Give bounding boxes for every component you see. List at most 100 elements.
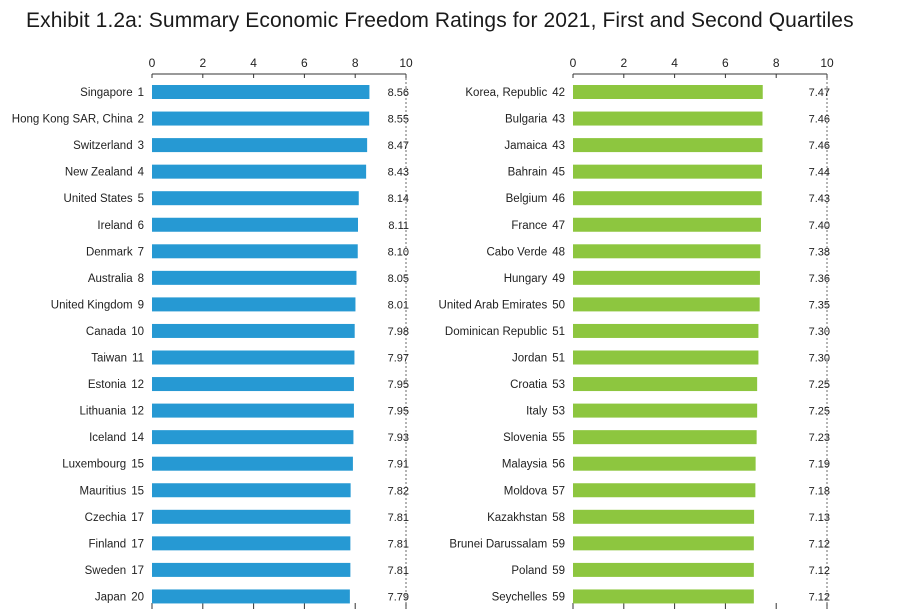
value-label-right: 7.25 [809,379,830,391]
value-label-left: 8.56 [388,87,409,99]
country-name: Jordan [512,353,547,365]
bar-right [573,562,754,577]
rank-number: 43 [552,140,565,152]
value-label-right: 7.12 [809,565,830,577]
rank-number: 7 [138,246,144,258]
x-tick-label-right: 10 [820,56,834,70]
value-label-right: 7.46 [809,114,830,126]
rank-number: 46 [552,193,565,205]
rank-number: 17 [131,512,144,524]
country-name: Czechia [85,512,127,524]
country-name: Sweden [85,565,127,577]
chart-title: Exhibit 1.2a: Summary Economic Freedom R… [26,9,854,32]
row-label-left: Ireland 6 [97,220,144,232]
rank-number: 8 [138,273,144,285]
x-tick-label-left: 0 [149,56,156,70]
rank-number: 17 [131,565,144,577]
value-label-left: 8.01 [388,299,409,311]
rank-number: 58 [552,512,565,524]
bar-left [152,589,350,604]
bar-right [573,350,759,365]
bar-right [573,270,760,285]
x-tick-label-right: 8 [773,56,780,70]
rank-number: 4 [138,167,145,179]
rank-number: 12 [131,379,144,391]
row-label-right: Malaysia 56 [502,459,565,471]
bar-right [573,164,762,179]
row-label-left: Finland 17 [88,538,144,550]
country-name: Korea, Republic [465,87,547,99]
rank-number: 42 [552,87,565,99]
country-name: Moldova [504,485,548,497]
row-label-right: Moldova 57 [504,485,565,497]
row-label-left: Mauritius 15 [80,485,144,497]
rank-number: 47 [552,220,565,232]
rank-number: 55 [552,432,565,444]
rank-number: 1 [138,87,144,99]
bar-right [573,111,763,126]
value-label-left: 7.93 [388,432,409,444]
rank-number: 59 [552,565,565,577]
country-name: Iceland [89,432,126,444]
value-label-left: 8.05 [388,273,409,285]
country-name: Jamaica [504,140,547,152]
rank-number: 17 [131,538,144,550]
country-name: Estonia [88,379,127,391]
rank-number: 49 [552,273,565,285]
row-label-left: Switzerland 3 [73,140,144,152]
row-label-right: Croatia 53 [510,379,565,391]
row-label-right: United Arab Emirates 50 [439,299,565,311]
country-name: France [511,220,547,232]
rank-number: 2 [138,114,144,126]
row-label-left: Australia 8 [88,273,144,285]
row-label-left: Hong Kong SAR, China 2 [12,114,144,126]
bar-left [152,562,351,577]
x-tick-label-right: 6 [722,56,729,70]
x-tick-label-left: 2 [199,56,206,70]
bar-right [573,509,755,524]
row-label-right: Jordan 51 [512,353,565,365]
rank-number: 59 [552,538,565,550]
bar-right [573,456,756,471]
x-tick-label-left: 8 [352,56,359,70]
value-label-left: 8.47 [388,140,409,152]
country-name: Lithuania [80,406,127,418]
bar-left [152,377,354,392]
value-label-right: 7.13 [809,512,830,524]
x-tick-label-left: 4 [250,56,257,70]
row-label-right: Slovenia 55 [503,432,565,444]
value-label-left: 8.10 [388,246,409,258]
row-label-left: United States 5 [64,193,144,205]
bar-right [573,323,759,338]
rank-number: 43 [552,114,565,126]
rank-number: 51 [552,353,565,365]
country-name: Australia [88,273,133,285]
rank-number: 6 [138,220,144,232]
row-label-left: Taiwan 11 [91,353,144,365]
value-label-left: 7.95 [388,379,409,391]
bar-right [573,217,761,232]
value-label-right: 7.43 [809,193,830,205]
rank-number: 56 [552,459,565,471]
value-label-left: 7.82 [388,485,409,497]
value-label-right: 7.30 [809,353,830,365]
bar-right [573,138,763,153]
bar-right [573,536,754,551]
country-name: Italy [526,406,547,418]
rank-number: 15 [131,459,144,471]
country-name: Hungary [504,273,548,285]
bar-right [573,430,757,445]
bar-left [152,111,370,126]
rank-number: 10 [131,326,144,338]
rank-number: 59 [552,591,565,603]
rank-number: 50 [552,299,565,311]
country-name: Cabo Verde [486,246,547,258]
value-label-left: 7.79 [388,591,409,603]
country-name: Finland [88,538,126,550]
country-name: Kazakhstan [487,512,547,524]
value-label-right: 7.38 [809,246,830,258]
row-label-left: Denmark 7 [86,246,144,258]
country-name: Taiwan [91,353,127,365]
row-label-right: Dominican Republic 51 [445,326,565,338]
